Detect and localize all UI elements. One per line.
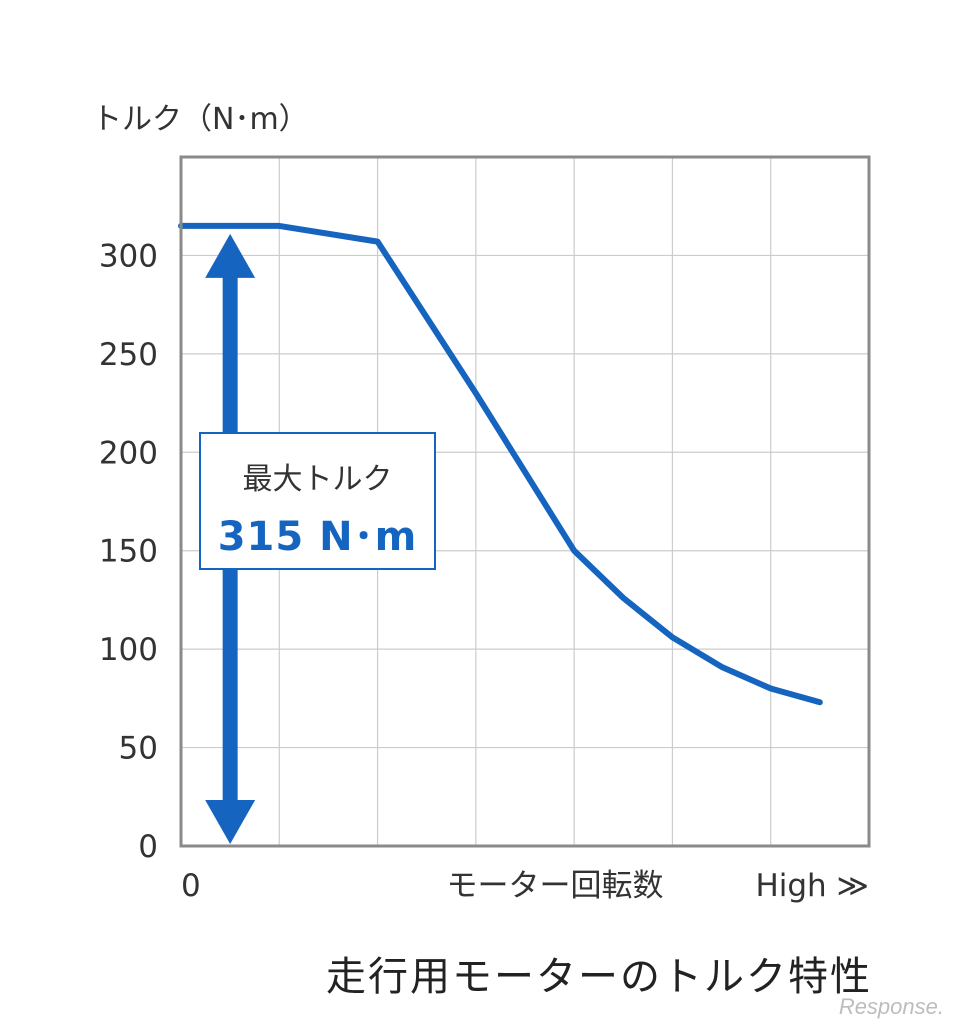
max-torque-callout: 最大トルク 315 N･m — [199, 432, 436, 570]
x-tick-label: モーター回転数 — [447, 868, 664, 904]
max-torque-value: 315 N･m — [217, 514, 418, 560]
y-tick-label: 50 — [119, 731, 158, 767]
y-tick-label: 250 — [99, 337, 158, 373]
y-tick-label: 100 — [99, 632, 158, 668]
chart-caption: 走行用モーターのトルク特性 — [326, 954, 872, 1000]
x-tick-labels: 0 モーター回転数 High ≫ — [181, 868, 869, 904]
x-tick-label: 0 — [181, 868, 201, 904]
y-tick-labels: 0 50 100 150 200 250 300 — [99, 238, 158, 865]
y-axis-label: トルク（N･m） — [92, 102, 309, 137]
watermark: Response. — [838, 994, 944, 1019]
x-tick-label: High ≫ — [755, 868, 869, 904]
plot-frame — [179, 155, 871, 848]
y-tick-label: 300 — [99, 238, 158, 274]
y-tick-label: 0 — [138, 829, 158, 865]
y-tick-label: 200 — [99, 435, 158, 471]
arrow-head-up — [205, 233, 256, 278]
max-torque-label: 最大トルク — [242, 462, 393, 497]
torque-series-line — [178, 222, 823, 706]
y-tick-label: 150 — [99, 534, 158, 570]
arrow-head-down — [205, 800, 256, 844]
